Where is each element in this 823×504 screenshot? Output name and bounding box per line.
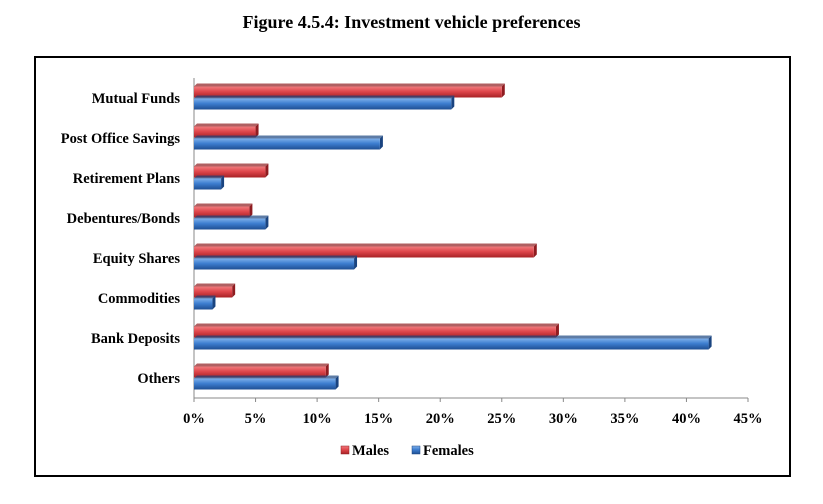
x-tick-label: 25% [487, 411, 516, 427]
chart-frame [34, 56, 791, 477]
bar-females-1 [194, 95, 455, 110]
category-label: Bank Deposits [91, 331, 180, 347]
x-tick-label: 10% [303, 411, 332, 427]
bar-females-5 [194, 255, 358, 270]
category-label: Retirement Plans [73, 171, 181, 187]
bar-males-6 [194, 283, 236, 298]
bar-males-3 [194, 163, 269, 178]
legend-item-males: Males [340, 443, 389, 459]
bar-females-6 [194, 295, 216, 310]
x-tick-label: 15% [364, 411, 393, 427]
x-tick-label: 45% [734, 411, 763, 427]
bar-males-8 [194, 363, 329, 378]
x-tick-label: 40% [672, 411, 701, 427]
bar-males-2 [194, 123, 259, 138]
category-label: Others [137, 371, 180, 387]
x-tick-label: 5% [245, 411, 267, 427]
bar-males-7 [194, 323, 559, 338]
bar-females-2 [194, 135, 383, 150]
bar-males-4 [194, 203, 253, 218]
bar-females-3 [194, 175, 225, 190]
category-label: Debentures/Bonds [67, 211, 181, 227]
legend-item-females: Females [411, 443, 474, 459]
category-label: Commodities [98, 291, 181, 307]
bar-males-1 [194, 83, 505, 98]
legend-swatch [411, 445, 421, 455]
category-label: Mutual Funds [92, 91, 181, 107]
bar-males-5 [194, 243, 537, 258]
x-tick-label: 20% [426, 411, 455, 427]
x-tick-label: 35% [610, 411, 639, 427]
x-tick-label: 30% [549, 411, 578, 427]
legend-swatch [340, 445, 350, 455]
legend-label: Males [352, 443, 389, 459]
legend-label: Females [423, 443, 474, 459]
bar-females-8 [194, 375, 339, 390]
bar-females-7 [194, 335, 712, 350]
x-tick-label: 0% [183, 411, 205, 427]
bar-females-4 [194, 215, 269, 230]
category-label: Equity Shares [93, 251, 181, 267]
category-label: Post Office Savings [61, 131, 181, 147]
figure-title: Figure 4.5.4: Investment vehicle prefere… [242, 12, 581, 32]
